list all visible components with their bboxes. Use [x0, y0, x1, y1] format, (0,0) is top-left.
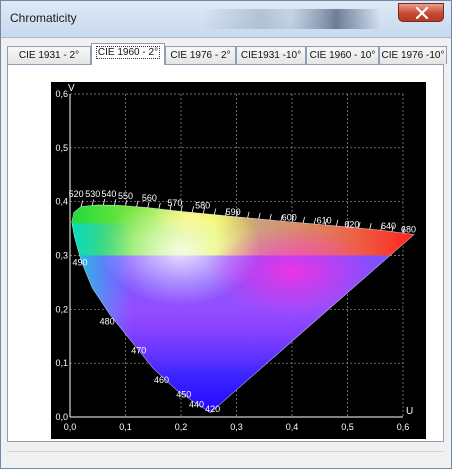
- wavelength-label: 620: [344, 220, 359, 230]
- wavelength-label: 530: [85, 189, 100, 199]
- y-tick-label: 0,4: [55, 197, 68, 207]
- wavelength-label: 490: [72, 258, 87, 268]
- tab-label: CIE 1931 - 2°: [18, 50, 80, 61]
- wavelength-tick: [402, 226, 405, 234]
- wavelength-tick: [191, 206, 194, 213]
- tab-cie-1960-2[interactable]: CIE 1960 - 2°: [91, 43, 165, 65]
- wavelength-tick: [225, 209, 228, 216]
- wavelength-label: 450: [176, 390, 191, 400]
- title-bar[interactable]: Chromaticity: [1, 1, 451, 38]
- wavelength-tick: [213, 208, 217, 215]
- title-bar-glass-2: [291, 9, 381, 29]
- tab-panel: 0,0 0,0 0,1 0,1 0,2 0,2 0,3 0,3 0,4 0,4 0,5 0,5 0,6 0…: [7, 64, 444, 442]
- wavelength-tick: [169, 204, 172, 211]
- x-tick-label: 0,5: [341, 422, 354, 432]
- x-tick-label: 0,0: [64, 422, 77, 432]
- wavelength-tick: [102, 198, 106, 206]
- wavelength-tick: [302, 216, 305, 224]
- wavelength-label: 580: [195, 201, 210, 211]
- tab-label: CIE 1960 - 2°: [95, 46, 161, 59]
- wavelength-label: 640: [381, 221, 396, 231]
- bottom-separator: [7, 451, 444, 452]
- tab-label: CIE 1976 - 2°: [170, 50, 231, 61]
- tab-cie-1976-2[interactable]: CIE 1976 - 2°: [165, 46, 236, 64]
- wavelength-tick: [369, 223, 372, 230]
- wavelength-tick: [380, 224, 383, 231]
- wavelength-tick: [313, 217, 317, 225]
- y-tick-label: 0,6: [55, 89, 68, 99]
- y-tick-label: 0,0: [55, 412, 68, 422]
- wavelength-tick: [114, 199, 117, 206]
- wavelength-tick: [247, 211, 250, 218]
- wavelength-tick: [347, 220, 350, 228]
- wavelength-label: 570: [167, 198, 182, 208]
- tab-cie-1976-10[interactable]: CIE 1976 -10°: [379, 46, 447, 64]
- close-icon: [415, 7, 429, 19]
- wavelength-label: 540: [101, 189, 116, 199]
- wavelength-tick: [158, 202, 161, 209]
- tab-label: CIE 1976 -10°: [381, 50, 445, 61]
- chromaticity-diagram: 0,00,0 0,1 0,1 0,2 0,2 0,3 0,3 0,4 0,4 0,5 0,5 0,6 0…: [55, 83, 416, 432]
- wavelength-label: 460: [154, 375, 169, 385]
- tab-strip: CIE 1931 - 2° CIE 1960 - 2° CIE 1976 - 2…: [7, 43, 447, 65]
- x-tick-label: 0,1: [119, 422, 132, 432]
- wavelength-tick: [280, 214, 283, 222]
- wavelength-tick: [125, 199, 128, 206]
- tab-label: CIE 1960 - 10°: [309, 50, 376, 61]
- tab-cie-1931-2[interactable]: CIE 1931 - 2°: [7, 46, 91, 64]
- wavelength-tick: [91, 199, 95, 206]
- y-tick-label: 0,2: [55, 304, 68, 314]
- wavelength-tick: [147, 201, 150, 208]
- axis-ticks: 0,00,0 0,1 0,1 0,2 0,2 0,3 0,3 0,4 0,4 0,5 0,5 0,6 0…: [55, 89, 409, 432]
- wavelength-label: 480: [100, 316, 115, 326]
- wavelength-tick: [358, 221, 361, 229]
- x-tick-label: 0,2: [175, 422, 188, 432]
- chromaticity-chart: 0,0 0,0 0,1 0,1 0,2 0,2 0,3 0,3 0,4 0,4 0,5 0,5 0,6 0…: [51, 82, 426, 439]
- wavelength-tick: [180, 205, 183, 212]
- tab-label: CIE1931 -10°: [240, 50, 302, 61]
- window-title: Chromaticity: [10, 11, 77, 25]
- wavelength-tick: [291, 215, 294, 223]
- magenta-tint: [207, 226, 377, 317]
- wavelength-label: 420: [205, 404, 220, 414]
- x-tick-label: 0,3: [230, 422, 243, 432]
- y-tick-label: 0,3: [55, 251, 68, 261]
- wavelength-label: 440: [189, 399, 204, 409]
- wavelength-label: 470: [131, 345, 146, 355]
- wavelength-tick: [324, 218, 328, 226]
- y-axis-label: V: [68, 83, 75, 94]
- wavelength-tick: [391, 225, 394, 232]
- wavelength-label: 560: [142, 193, 157, 203]
- wavelength-label: 610: [317, 216, 332, 226]
- wavelength-tick: [136, 200, 139, 207]
- wavelength-tick: [202, 207, 206, 214]
- wavelength-label: 680: [401, 224, 416, 234]
- wavelength-tick: [269, 213, 272, 221]
- wavelength-tick: [258, 212, 261, 219]
- wavelength-label: 590: [226, 207, 241, 217]
- y-tick-label: 0,1: [55, 358, 68, 368]
- spectral-locus: [71, 204, 415, 414]
- x-axis-label: U: [406, 406, 413, 417]
- y-tick-label: 0,5: [55, 143, 68, 153]
- x-tick-label: 0,6: [397, 422, 410, 432]
- x-tick-label: 0,4: [286, 422, 299, 432]
- close-button[interactable]: [398, 3, 444, 22]
- color-gamut-fill: [71, 204, 415, 413]
- wavelength-tick: [80, 200, 83, 207]
- tab-cie-1960-10[interactable]: CIE 1960 - 10°: [306, 46, 379, 64]
- tab-cie-1931-10[interactable]: CIE1931 -10°: [236, 46, 306, 64]
- wavelength-label: 520: [69, 189, 84, 199]
- wavelength-label: 550: [118, 191, 133, 201]
- wavelength-label: 600: [282, 213, 297, 223]
- wavelength-tick: [236, 210, 239, 217]
- wavelength-tick: [336, 219, 339, 226]
